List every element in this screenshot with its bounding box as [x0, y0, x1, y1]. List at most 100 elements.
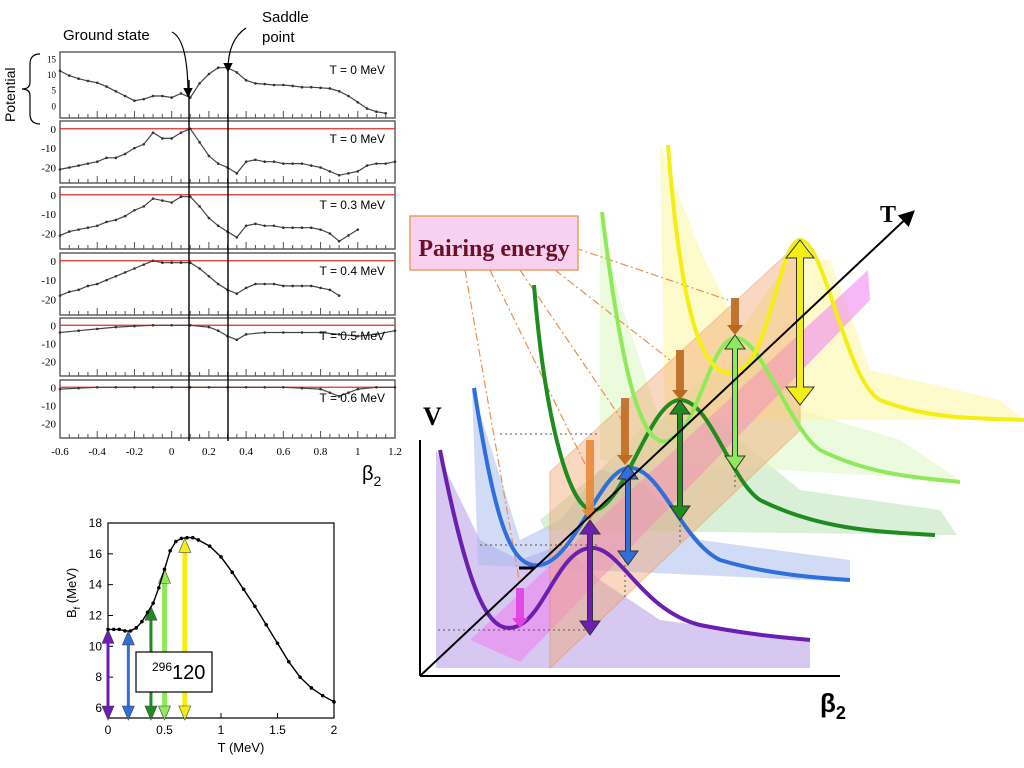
- barrier-arrow: [617, 464, 639, 566]
- pairing-arrow: [617, 398, 633, 465]
- potential-point: [356, 170, 360, 173]
- temperature-label: T = 0.5 MeV: [320, 329, 385, 343]
- potential-point: [337, 173, 341, 177]
- potential-point: [347, 172, 350, 175]
- x-tick-label: 0.2: [202, 446, 216, 458]
- potential-point: [95, 385, 99, 389]
- bf-arrow-lightgreen: [158, 568, 171, 721]
- yellow-curve: [666, 144, 1024, 422]
- potential-point: [356, 334, 360, 338]
- bf-y-tick-label: 10: [89, 639, 103, 653]
- potential-point: [291, 162, 294, 165]
- bf-y-tick-label: 16: [89, 547, 103, 561]
- potential-point: [300, 85, 304, 89]
- bf-point: [219, 555, 223, 559]
- potential-point: [375, 385, 378, 389]
- y-tick-label: 0: [51, 320, 57, 332]
- bf-point: [140, 619, 144, 624]
- potential-point: [347, 94, 350, 98]
- potential-point: [375, 110, 378, 114]
- x-tick-label: -0.4: [89, 446, 107, 458]
- potential-point: [58, 294, 62, 297]
- potential-point: [151, 385, 155, 389]
- potential-point: [207, 154, 211, 158]
- pairing-arrow-head: [727, 325, 743, 335]
- potential-point: [337, 333, 341, 336]
- potential-point: [151, 94, 155, 98]
- potential-point: [86, 284, 90, 288]
- potential-point: [282, 162, 285, 165]
- x-tick-label: -0.2: [126, 446, 143, 458]
- potential-point: [356, 228, 360, 231]
- potential-point: [319, 387, 322, 391]
- potential-point: [244, 385, 248, 389]
- bf-x-tick-label: 0.5: [156, 723, 173, 737]
- pairing-arrow: [512, 588, 528, 628]
- potential-point: [263, 160, 267, 163]
- potential-point: [244, 286, 248, 290]
- bf-point: [298, 675, 302, 679]
- potential-point: [198, 205, 201, 208]
- barrier-arrow: [724, 334, 746, 471]
- pairing-pointer-lines: [464, 247, 729, 586]
- pairing-arrow-shaft: [621, 398, 629, 457]
- bf-point: [190, 535, 195, 540]
- potential-panel-1: 0 -10 -20 T = 0 MeV: [41, 120, 397, 184]
- potential-point: [347, 234, 350, 237]
- barrier-arrow: [579, 519, 601, 636]
- bf-y-tick-label: 14: [89, 578, 103, 592]
- potential-point: [337, 89, 341, 93]
- potential-brace: [21, 53, 41, 125]
- potential-point: [216, 66, 220, 70]
- x-tick-label: 1.2: [388, 446, 402, 458]
- potential-point: [179, 195, 183, 198]
- potential-point: [58, 387, 62, 391]
- beta2-main-label: β2: [820, 688, 846, 723]
- potential-point: [291, 284, 294, 288]
- potential-point: [291, 84, 294, 88]
- temperature-label: T = 0.4 MeV: [320, 264, 385, 278]
- potential-point: [58, 69, 62, 73]
- y-tick-label: -10: [41, 209, 56, 221]
- bf-x-tick-label: 1.5: [269, 723, 286, 737]
- x-tick-label: 1: [355, 446, 361, 458]
- ground-state-pointer: [171, 31, 193, 98]
- potential-point: [216, 224, 220, 228]
- barrier-arrow-shape: [724, 334, 746, 471]
- potential-point: [235, 236, 239, 239]
- potential-point: [347, 391, 350, 394]
- potential-panel-4: 0 -10 -20 T = 0.5 MeV: [41, 317, 397, 377]
- bf-point: [157, 585, 161, 590]
- bf-point: [287, 659, 291, 664]
- y-tick-label: 0: [52, 101, 57, 111]
- arrow-head-down: [158, 705, 171, 721]
- potential-point: [319, 331, 322, 334]
- nucleus-label: 296120: [152, 660, 205, 684]
- potential-panel-0: 15 10 5 0 T = 0 MeV: [47, 51, 396, 119]
- barrier-arrow-shape: [617, 464, 639, 566]
- potential-point: [309, 226, 313, 229]
- potential-point: [384, 162, 387, 165]
- bf-point: [332, 700, 336, 704]
- bf-point: [168, 548, 172, 553]
- arrow-head-up: [121, 630, 135, 646]
- ground-state-label: Ground state: [63, 27, 150, 44]
- potential-point: [105, 278, 108, 282]
- pairing-arrow-shaft: [516, 588, 524, 620]
- potential-point: [77, 386, 80, 390]
- bf-vs-t-chart: 6 8 10 12 14 16 18 0 0.5 1 1.5 2 T (MeV) Bf (MeV) 2961…: [64, 516, 338, 755]
- potential-point: [133, 99, 136, 103]
- potential-point: [235, 338, 239, 342]
- potential-point: [263, 224, 267, 228]
- y-tick-label: -20: [41, 229, 56, 241]
- bf-point: [207, 544, 212, 548]
- beta-axis-ticks: -0.6 -0.4 -0.2 0 0.2 0.4 0.6 0.8 1 1.2: [51, 446, 402, 458]
- potential-point: [328, 87, 332, 90]
- potential-point: [309, 284, 313, 288]
- potential-point: [319, 166, 322, 169]
- pairing-arrow-head: [672, 390, 688, 400]
- potential-point: [151, 131, 155, 134]
- y-tick-label: 0: [51, 190, 57, 202]
- blue-sheet: [472, 388, 850, 582]
- potential-point: [95, 224, 99, 228]
